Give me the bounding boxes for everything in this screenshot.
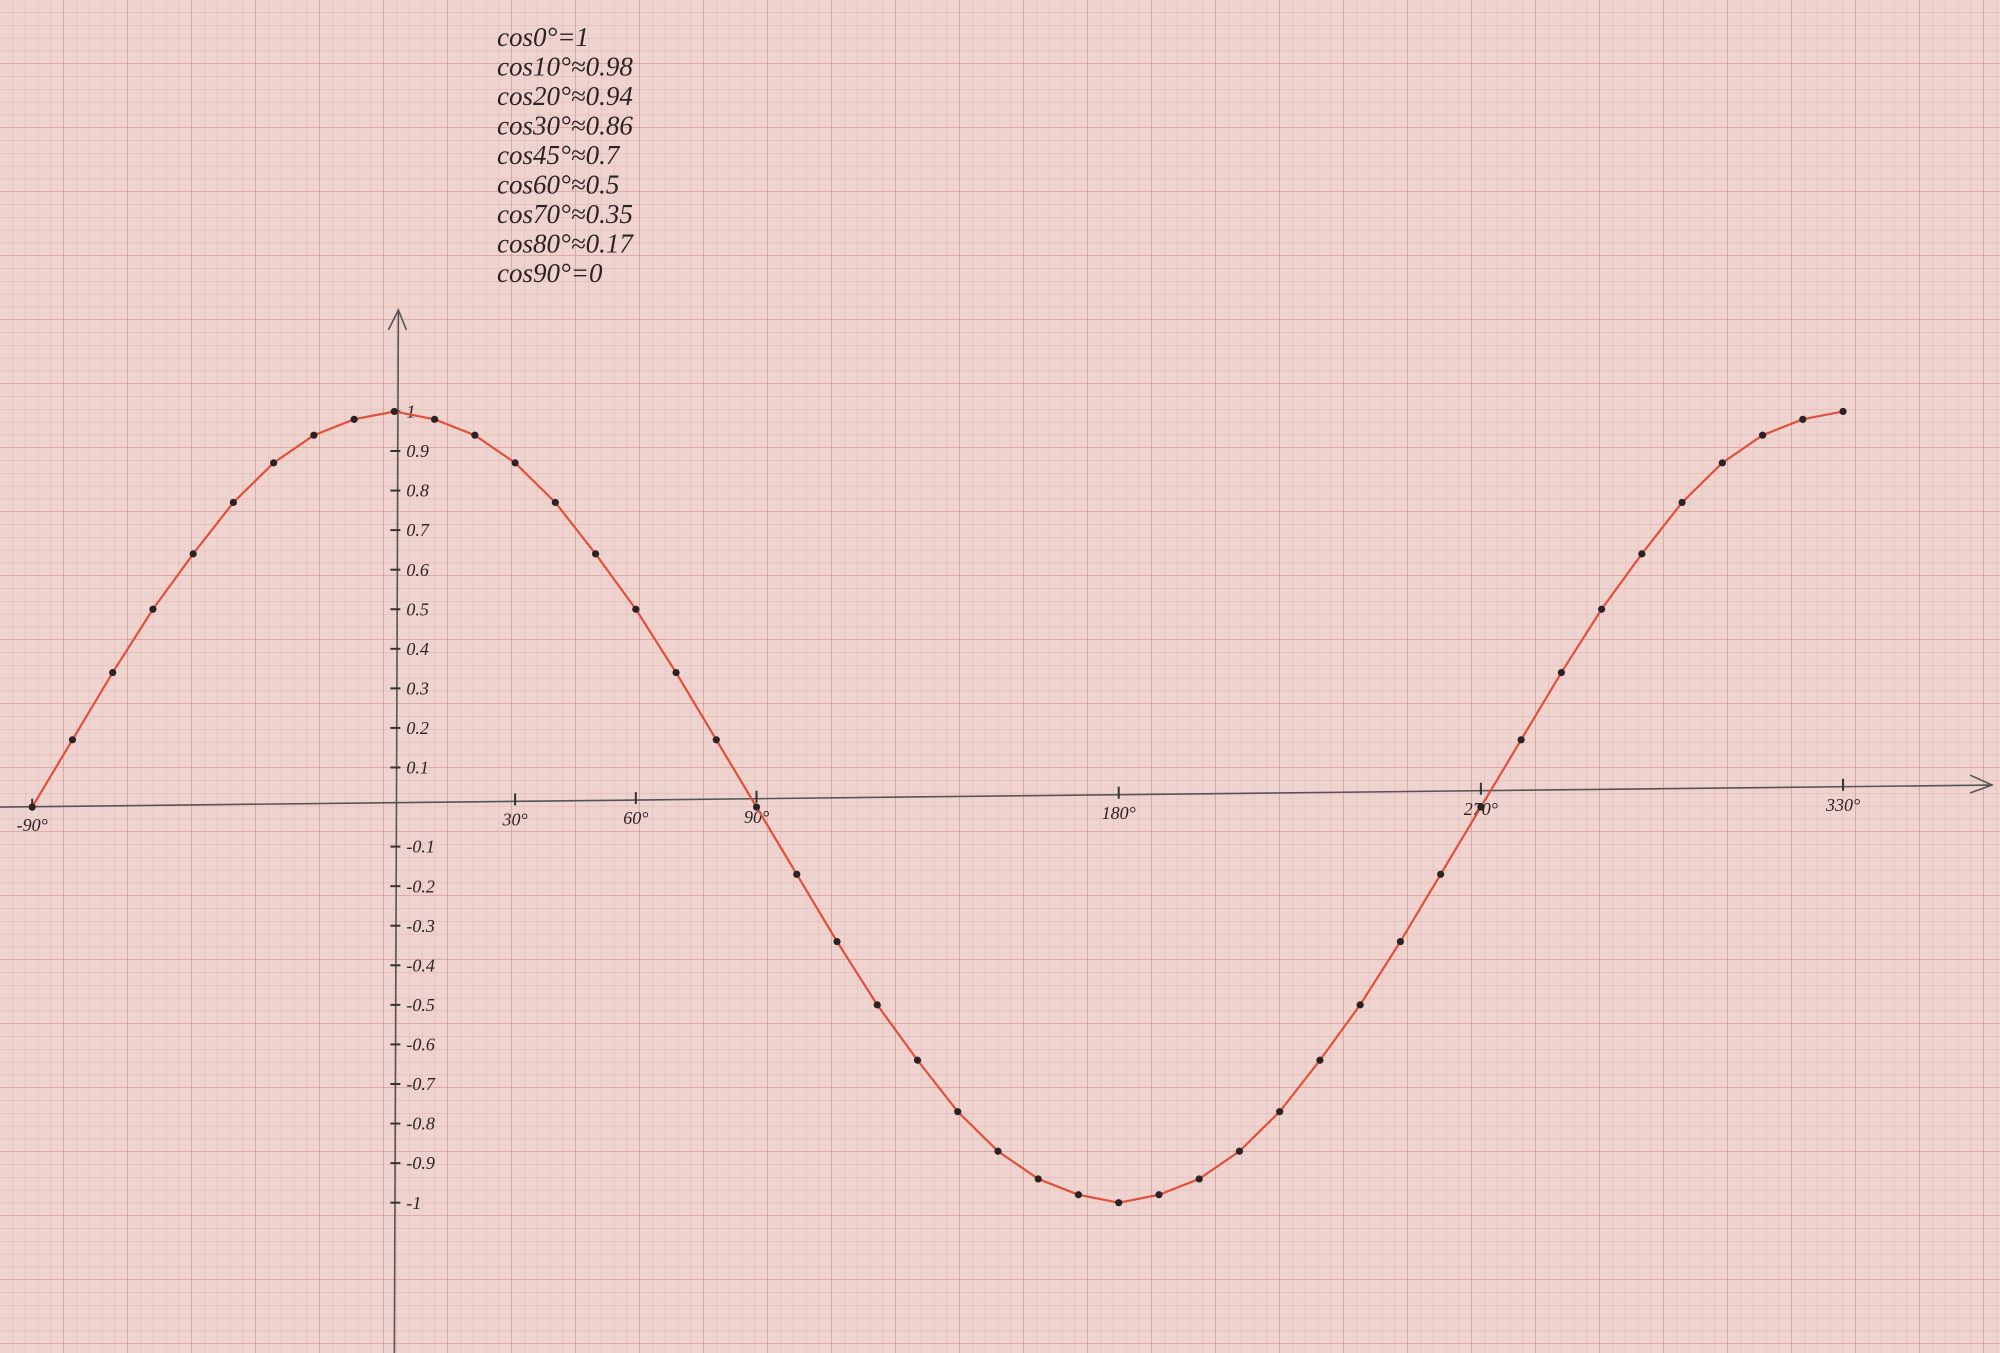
x-tick-label: 30° — [501, 810, 527, 830]
y-tick-label: 0.1 — [406, 758, 429, 778]
x-tick-label: 330° — [1825, 795, 1860, 815]
annotation: cos60°≈0.5 — [497, 170, 619, 200]
y-tick-label: 0.8 — [406, 481, 429, 501]
point — [1396, 937, 1405, 946]
y-tick-label: 0.7 — [406, 520, 430, 540]
y-tick-label: 0.9 — [406, 441, 429, 461]
annotation: cos20°≈0.94 — [497, 81, 633, 111]
x-axis — [0, 784, 1993, 808]
y-tick-label: 0.5 — [406, 599, 429, 619]
point — [109, 668, 117, 677]
y-tick-label: -1 — [406, 1193, 421, 1213]
point — [1678, 498, 1686, 507]
annotation: cos45°≈0.7 — [497, 140, 621, 170]
y-tick-label: -0.2 — [406, 876, 435, 896]
y-axis-arrow — [387, 308, 408, 331]
point — [1477, 803, 1485, 811]
point — [1517, 736, 1525, 744]
annotation: cos10°≈0.98 — [497, 52, 633, 82]
point — [270, 459, 278, 467]
point — [793, 870, 801, 878]
y-tick-label: -0.4 — [406, 955, 435, 975]
point — [1356, 1001, 1364, 1009]
point — [229, 498, 238, 507]
point — [1034, 1175, 1042, 1183]
y-tick-label: -0.8 — [406, 1114, 435, 1134]
point — [471, 431, 479, 439]
annotation: cos80°≈0.17 — [497, 229, 634, 259]
point — [1235, 1147, 1244, 1155]
annotation: cos0°=1 — [497, 22, 589, 52]
point — [350, 415, 358, 423]
point — [189, 550, 197, 558]
point — [1437, 870, 1445, 878]
annotation: cos90°=0 — [497, 258, 603, 288]
point — [752, 803, 761, 811]
point — [68, 736, 77, 744]
point — [1155, 1191, 1163, 1199]
point — [591, 550, 600, 558]
point — [1799, 415, 1807, 423]
point — [954, 1108, 962, 1116]
point — [1638, 550, 1646, 558]
point — [1718, 459, 1726, 467]
x-tick-label: -90° — [17, 815, 48, 835]
point — [1115, 1199, 1123, 1207]
point — [1839, 407, 1847, 416]
point — [712, 736, 720, 744]
point — [873, 1001, 881, 1009]
x-tick-label: 60° — [623, 808, 648, 828]
point — [1598, 605, 1606, 613]
y-tick-label: -0.7 — [406, 1074, 435, 1094]
point — [310, 431, 318, 439]
point — [1316, 1056, 1324, 1064]
point — [1557, 668, 1565, 677]
annotation: cos70°≈0.35 — [497, 199, 633, 229]
point — [1195, 1175, 1203, 1183]
point — [833, 937, 841, 946]
y-tick-label: 0.2 — [406, 718, 429, 738]
y-tick-label: -0.5 — [406, 995, 435, 1015]
y-tick-label: -0.9 — [406, 1153, 435, 1173]
point — [913, 1056, 922, 1064]
y-tick-label: -0.6 — [406, 1035, 435, 1055]
line — [31, 410, 1844, 1204]
point — [551, 498, 559, 507]
y-tick-label: 0.4 — [406, 639, 429, 659]
point — [149, 605, 157, 613]
y-tick-label: -0.3 — [406, 916, 435, 936]
y-tick-label: 0.3 — [406, 678, 429, 698]
point — [632, 605, 640, 613]
annotation: cos30°≈0.86 — [497, 111, 633, 141]
point — [431, 415, 439, 423]
point — [1074, 1191, 1083, 1199]
point — [28, 803, 36, 811]
x-tick-label: 90° — [744, 807, 769, 827]
point — [1758, 431, 1767, 439]
point — [511, 459, 519, 467]
y-tick-label: 0.6 — [406, 560, 429, 580]
y-tick-label: 1 — [406, 402, 415, 422]
point — [1276, 1108, 1284, 1116]
x-tick-label: 180° — [1102, 803, 1136, 823]
x-axis-arrow — [1969, 774, 1995, 794]
y-tick-label: -0.1 — [406, 837, 435, 857]
point — [390, 407, 398, 416]
point — [672, 668, 680, 677]
y-axis — [393, 309, 400, 1353]
point — [994, 1147, 1002, 1155]
